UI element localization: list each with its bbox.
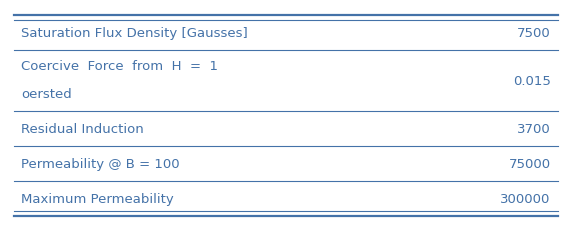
Text: 7500: 7500 xyxy=(517,27,551,40)
Text: Permeability @ B = 100: Permeability @ B = 100 xyxy=(21,157,180,170)
Text: oersted: oersted xyxy=(21,88,72,101)
Text: 300000: 300000 xyxy=(500,192,551,205)
Text: 0.015: 0.015 xyxy=(513,74,551,87)
Text: 3700: 3700 xyxy=(517,122,551,135)
Text: Saturation Flux Density [Gausses]: Saturation Flux Density [Gausses] xyxy=(21,27,248,40)
Text: 75000: 75000 xyxy=(509,157,551,170)
Text: Coercive  Force  from  H  =  1: Coercive Force from H = 1 xyxy=(21,59,218,72)
Text: Residual Induction: Residual Induction xyxy=(21,122,144,135)
Text: Maximum Permeability: Maximum Permeability xyxy=(21,192,174,205)
